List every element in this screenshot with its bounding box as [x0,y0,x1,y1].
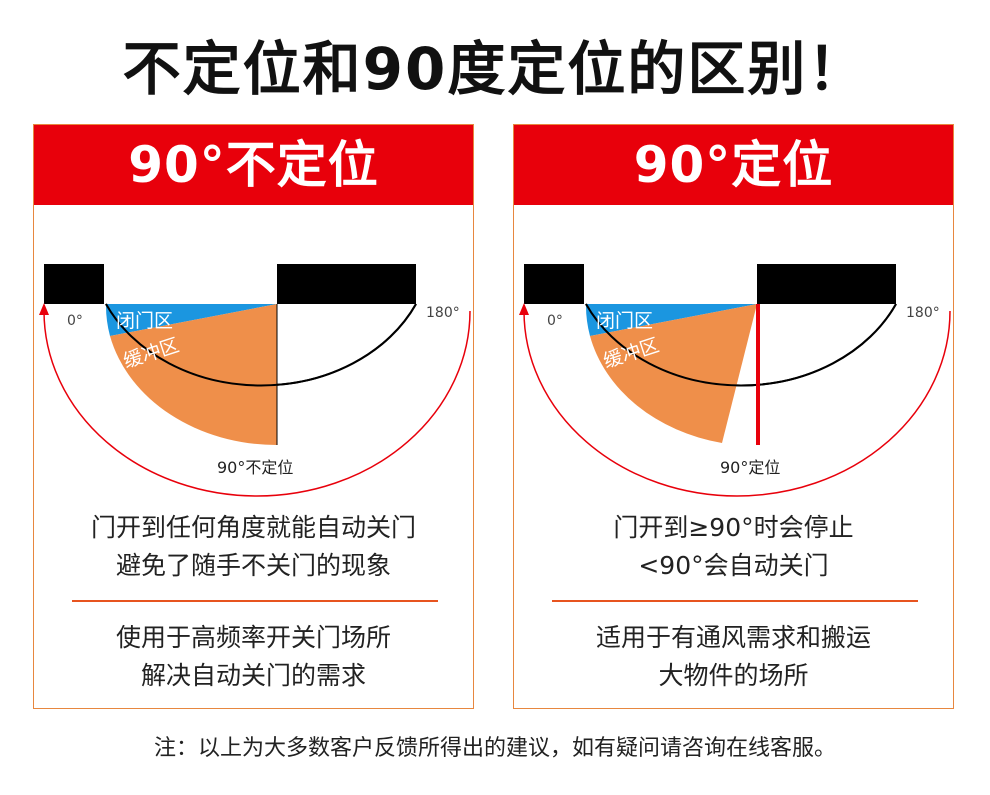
wall-block-right [277,264,416,304]
arc-arrowhead [39,303,49,315]
use-line-1: 适用于有通风需求和搬运 [595,623,871,652]
use-line-2: 解决自动关门的需求 [140,661,366,690]
use-line-1: 使用于高频率开关门场所 [115,623,391,652]
behavior-description: 门开到≥90°时会停止 <90°会自动关门 [514,509,953,585]
red-angle-arc [43,310,471,497]
ninety-degree-label: 90°不定位 [217,458,293,477]
door-angle-diagram: 闭门区 缓冲区 0° 180° 90°不定位 [39,264,471,497]
zone-close-label: 闭门区 [596,310,653,332]
use-case-description: 使用于高频率开关门场所 解决自动关门的需求 [34,619,473,695]
zone-close-label: 闭门区 [116,310,173,332]
panel-no-positioning: 90°不定位 闭门区 缓冲区 0° 180° 90°不定位 门开到任何角度就能自… [33,124,474,709]
wall-block-left [44,264,104,304]
wall-block-right [757,264,896,304]
ninety-degree-label: 90°定位 [720,458,780,477]
panel-90-positioning: 90°定位 闭门区 缓冲区 0° 180° 90°定位 门开到≥90°时会停止 … [513,124,954,709]
behavior-description: 门开到任何角度就能自动关门 避免了随手不关门的现象 [34,509,473,585]
door-angle-diagram: 闭门区 缓冲区 0° 180° 90°定位 [519,264,951,497]
behavior-line-2: <90°会自动关门 [638,551,829,580]
behavior-line-1: 门开到≥90°时会停止 [613,513,854,542]
footnote: 注：以上为大多数客户反馈所得出的建议，如有疑问请咨询在线客服。 [153,736,836,761]
behavior-line-2: 避免了随手不关门的现象 [115,551,391,580]
zero-degree-label: 0° [67,313,83,329]
closing-zone [105,304,277,336]
use-case-description: 适用于有通风需求和搬运 大物件的场所 [514,619,953,695]
one-eighty-degree-label: 180° [426,305,460,321]
divider [552,600,918,602]
panel-header: 90°不定位 [34,125,473,205]
closing-zone [585,304,757,336]
arc-arrowhead [519,303,529,315]
red-angle-arc [523,310,951,497]
divider [72,600,438,602]
page-title: 不定位和90度定位的区别！ [122,35,868,103]
one-eighty-degree-label: 180° [906,305,940,321]
panel-header: 90°定位 [514,125,953,205]
behavior-line-1: 门开到任何角度就能自动关门 [90,513,416,542]
use-line-2: 大物件的场所 [658,661,809,690]
zero-degree-label: 0° [547,313,563,329]
wall-block-left [524,264,584,304]
